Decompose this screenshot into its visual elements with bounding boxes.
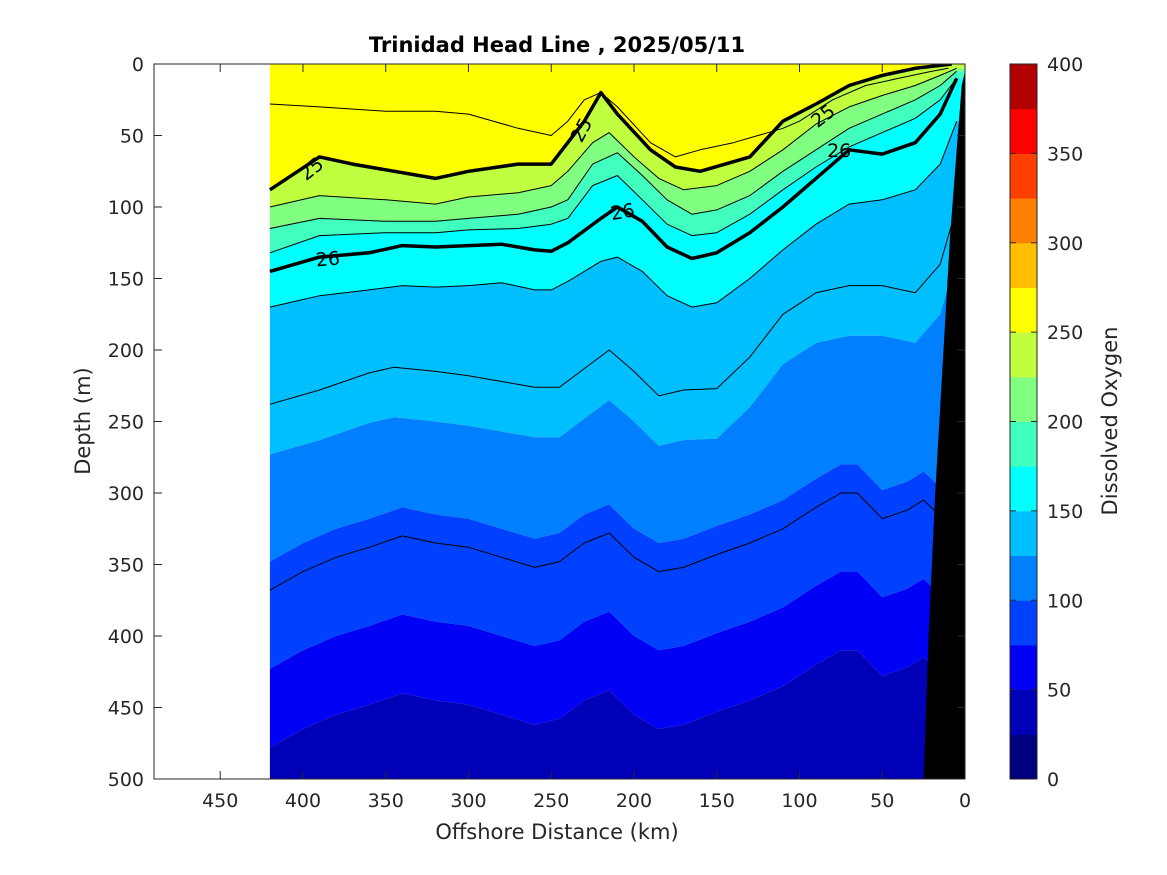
isoline <box>269 67 949 158</box>
colorbar-swatch <box>1010 332 1037 378</box>
isoline <box>269 77 958 254</box>
colorbar: 0 50 100 150 200 250 300 350 400 <box>1009 54 1083 791</box>
colorbar-tick-label: 100 <box>1047 590 1083 612</box>
y-tick-label: 300 <box>108 483 144 505</box>
oxygen-band <box>269 68 965 229</box>
colorbar-swatch <box>1010 242 1037 288</box>
y-axis-ticks: 0 50 100 150 200 250 300 350 400 450 500 <box>108 54 965 791</box>
x-tick-label: 50 <box>870 790 894 812</box>
y-tick-label: 450 <box>108 698 144 720</box>
y-tick-label: 400 <box>108 626 144 648</box>
y-tick-label: 350 <box>108 555 144 577</box>
isoline <box>269 67 957 208</box>
x-tick-label: 300 <box>450 790 486 812</box>
isoline-label: 26 <box>609 199 637 225</box>
x-tick-label: 200 <box>616 790 652 812</box>
y-axis-label: Depth (m) <box>71 367 95 474</box>
x-tick-label: 150 <box>699 790 735 812</box>
colorbar-tick-label: 400 <box>1047 54 1083 76</box>
oxygen-band <box>269 571 965 748</box>
colorbar-swatch <box>1010 376 1037 422</box>
x-axis-ticks: 450 400 350 300 250 200 150 100 50 0 <box>202 64 971 812</box>
oxygen-band <box>269 64 965 190</box>
oxygen-band <box>269 464 965 669</box>
x-tick-label: 250 <box>533 790 569 812</box>
y-tick-label: 200 <box>108 340 144 362</box>
y-tick-label: 50 <box>120 126 144 148</box>
colorbar-swatch <box>1010 555 1037 601</box>
colorbar-swatch <box>1010 108 1037 154</box>
x-tick-label: 450 <box>202 790 238 812</box>
y-tick-label: 0 <box>132 54 144 76</box>
x-tick-label: 400 <box>285 790 321 812</box>
colorbar-swatch <box>1010 198 1037 244</box>
x-tick-label: 350 <box>368 790 404 812</box>
colorbar-label: Dissolved Oxygen <box>1098 327 1122 516</box>
colorbar-swatch <box>1010 689 1037 735</box>
colorbar-swatch <box>1010 466 1037 512</box>
colorbar-tick-label: 50 <box>1047 680 1071 702</box>
x-tick-label: 0 <box>959 790 971 812</box>
density-isolines <box>268 64 959 591</box>
oxygen-band <box>269 64 965 207</box>
colorbar-swatch <box>1010 644 1037 691</box>
colorbar-swatch <box>1010 64 1037 110</box>
colorbar-tick-label: 0 <box>1047 769 1059 791</box>
isoline-label: 26 <box>315 247 341 271</box>
y-tick-label: 100 <box>108 197 144 219</box>
colorbar-tick-label: 350 <box>1047 143 1083 165</box>
oxygen-band <box>269 78 965 308</box>
colorbar-swatch <box>1010 600 1037 646</box>
y-tick-label: 250 <box>108 412 144 434</box>
chart-title: Trinidad Head Line , 2025/05/11 <box>369 33 745 57</box>
colorbar-tick-label: 150 <box>1047 501 1083 523</box>
oxygen-band <box>269 121 965 455</box>
colorbar-swatch <box>1010 153 1037 199</box>
colorbar-swatch <box>1010 421 1037 467</box>
isoline <box>269 121 958 308</box>
colorbar-tick-label: 200 <box>1047 412 1083 434</box>
x-axis-label: Offshore Distance (km) <box>435 820 678 844</box>
isoline <box>269 206 958 405</box>
oxygen-band <box>269 257 965 562</box>
y-tick-label: 500 <box>108 769 144 791</box>
oxygen-band <box>269 71 965 253</box>
colorbar-tick-label: 250 <box>1047 322 1083 344</box>
isoline-label: 26 <box>827 140 851 162</box>
colorbar-tick-label: 300 <box>1047 233 1083 255</box>
bottom-topography <box>923 71 965 779</box>
oxygen-band <box>269 650 965 779</box>
colorbar-swatch <box>1010 734 1037 780</box>
isoline <box>269 70 958 229</box>
y-tick-label: 150 <box>108 269 144 291</box>
colorbar-swatch <box>1010 287 1037 333</box>
colorbar-swatch <box>1010 510 1037 557</box>
oxygen-field <box>269 64 965 779</box>
x-tick-label: 100 <box>781 790 817 812</box>
bold-isoline <box>269 77 959 274</box>
bold-isoline <box>268 64 953 192</box>
isoline <box>269 492 941 591</box>
